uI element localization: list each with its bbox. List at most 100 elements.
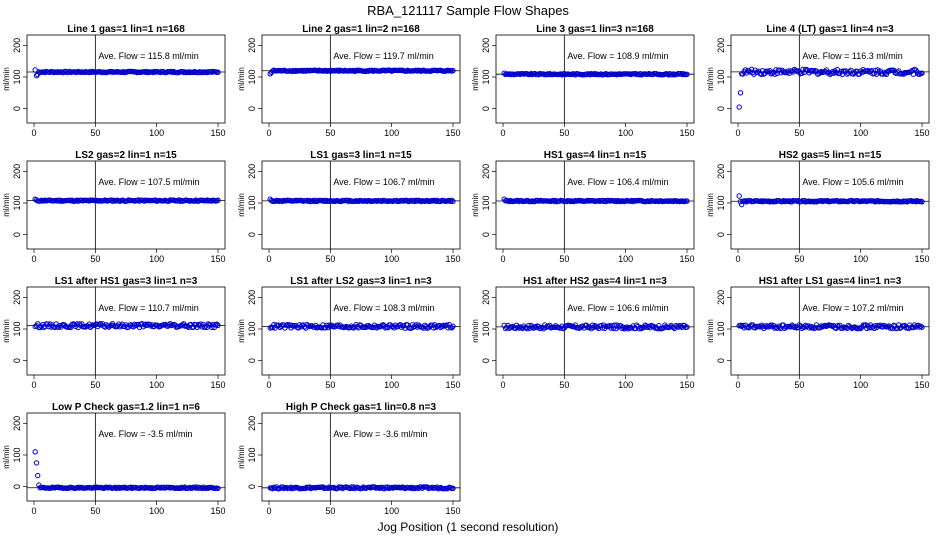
data-point (654, 326, 661, 332)
data-points (267, 321, 456, 331)
x-tick-label: 50 (325, 506, 335, 516)
y-axis-label: ml/min (237, 67, 246, 91)
data-point (919, 70, 925, 76)
data-point (866, 325, 872, 331)
data-point (128, 484, 134, 490)
average-flow-annotation: Ave. Flow = -3.6 ml/min (333, 429, 427, 439)
y-tick-label: 200 (716, 290, 726, 305)
average-flow-annotation: Ave. Flow = 106.6 ml/min (567, 303, 668, 313)
data-point (82, 324, 89, 330)
x-tick-label: 150 (914, 128, 929, 138)
y-tick-label: 200 (481, 164, 491, 179)
panel-title: LS1 gas=3 lin=1 n=15 (310, 150, 412, 161)
data-point (791, 324, 798, 331)
data-point (177, 198, 183, 204)
data-point (166, 198, 172, 204)
data-point (839, 325, 845, 331)
data-point (327, 323, 333, 330)
data-point (325, 485, 331, 491)
x-tick-label: 0 (266, 128, 271, 138)
y-axis-label: ml/min (706, 67, 715, 91)
data-points (501, 196, 690, 205)
plot-frame (495, 34, 695, 124)
plot-frame (26, 34, 226, 124)
x-tick-label: 100 (384, 128, 399, 138)
data-point (384, 485, 390, 491)
data-point (66, 68, 73, 75)
data-point (445, 325, 451, 331)
y-tick-label: 100 (716, 195, 726, 210)
x-tick-label: 0 (735, 128, 740, 138)
y-tick-label: 100 (12, 69, 22, 84)
x-tick-label: 0 (266, 380, 271, 390)
data-points (32, 449, 221, 492)
x-tick-label: 50 (559, 380, 569, 390)
data-point (849, 197, 855, 204)
data-point (135, 197, 142, 203)
data-point (75, 198, 81, 204)
x-tick-label: 0 (735, 380, 740, 390)
panel-title: LS2 gas=2 lin=1 n=15 (75, 150, 177, 161)
chart-panel-4: Line 4 (LT) gas=1 lin=4 n=3 0 100 200 ml/min… (706, 24, 930, 138)
panel-title: LS1 after HS1 gas=3 lin=1 n=3 (55, 276, 198, 287)
figure-xlabel: Jog Position (1 second resolution) (378, 520, 559, 534)
data-point (199, 485, 205, 492)
x-tick-label: 50 (325, 380, 335, 390)
data-point (335, 67, 341, 74)
y-tick-label: 200 (247, 290, 257, 305)
x-tick-label: 0 (266, 506, 271, 516)
y-tick-label: 100 (247, 321, 257, 336)
data-point (619, 325, 625, 332)
average-flow-annotation: Ave. Flow = 108.3 ml/min (333, 303, 434, 313)
average-flow-annotation: Ave. Flow = 115.8 ml/min (98, 51, 198, 61)
y-tick-label: 0 (481, 358, 491, 363)
data-point (141, 198, 148, 204)
x-tick-label: 50 (559, 254, 569, 264)
data-point (312, 197, 319, 204)
panel-title: Line 4 (LT) gas=1 lin=4 n=3 (766, 24, 894, 35)
y-tick-label: 0 (247, 484, 257, 489)
data-point (812, 325, 818, 331)
chart-panel-13: Low P Check gas=1.2 lin=1 n=6 0 100 200 ml/m… (2, 402, 226, 516)
average-flow-annotation: Ave. Flow = 110.7 ml/min (98, 303, 198, 313)
data-point (295, 325, 302, 331)
data-point (625, 326, 631, 332)
data-point (338, 198, 345, 205)
data-point (449, 197, 455, 204)
data-point (350, 67, 357, 74)
data-point (201, 324, 208, 330)
y-tick-label: 200 (247, 164, 257, 179)
data-point (193, 197, 199, 203)
data-points (32, 67, 221, 79)
data-point (747, 198, 753, 204)
data-point (109, 198, 116, 204)
x-tick-label: 100 (149, 380, 164, 390)
y-axis-label: ml/min (471, 319, 480, 343)
y-axis-label: ml/min (706, 193, 715, 217)
data-point (166, 322, 172, 328)
data-point (802, 322, 809, 328)
data-point (270, 324, 276, 331)
data-point (344, 197, 351, 204)
y-tick-label: 0 (716, 358, 726, 363)
data-point (614, 198, 620, 205)
y-tick-label: 0 (247, 106, 257, 111)
data-point (204, 69, 210, 76)
average-flow-annotation: Ave. Flow = 107.5 ml/min (98, 177, 199, 187)
y-tick-label: 100 (247, 447, 257, 462)
data-point (603, 71, 609, 77)
data-points (501, 70, 690, 78)
y-axis-label: ml/min (237, 193, 246, 217)
data-point (141, 485, 148, 491)
chart-panel-5: LS2 gas=2 lin=1 n=15 0 100 200 ml/min 0 50 100 1… (2, 150, 226, 264)
data-point (319, 325, 325, 331)
data-point (737, 90, 744, 96)
panel-title: HS2 gas=5 lin=1 n=15 (779, 150, 882, 161)
x-tick-label: 100 (149, 506, 164, 516)
y-tick-label: 0 (12, 232, 22, 237)
data-point (818, 68, 825, 75)
data-point (501, 70, 507, 76)
y-tick-label: 100 (247, 69, 257, 84)
data-point (913, 199, 919, 205)
data-point (289, 68, 295, 75)
